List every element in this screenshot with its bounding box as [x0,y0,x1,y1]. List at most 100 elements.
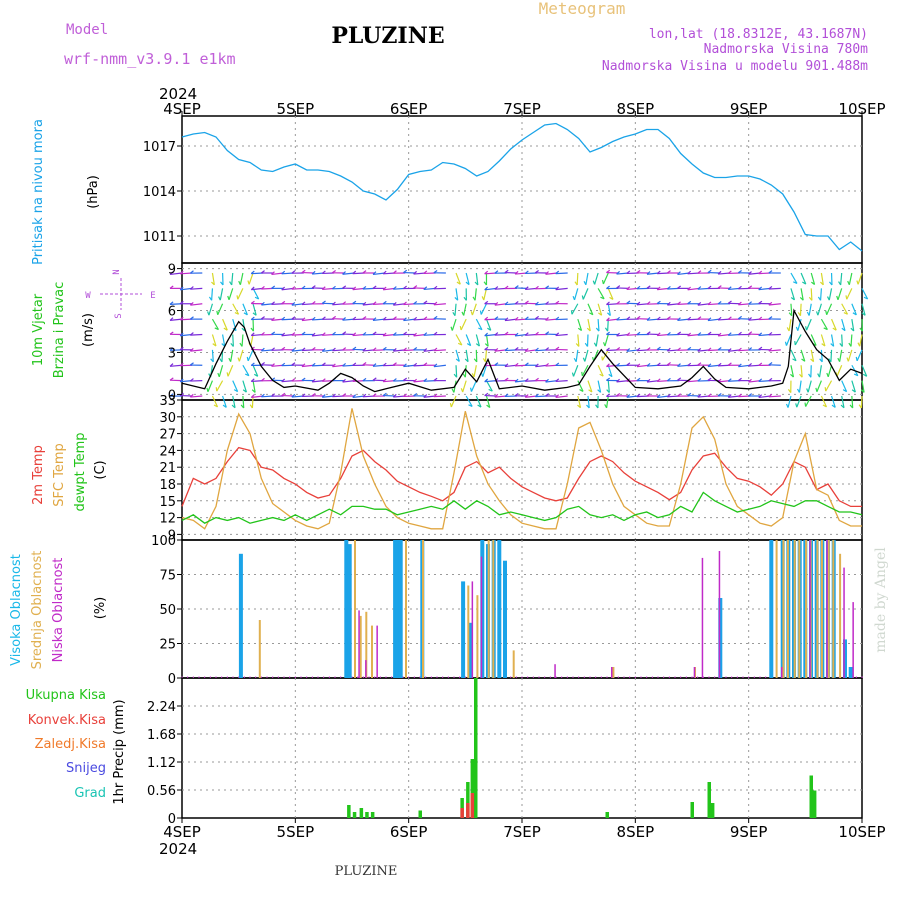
wind-barb [626,333,639,336]
wind-barb-head [666,393,671,398]
wind-barb [827,365,833,377]
wind-barb [464,365,467,378]
wind-barb-head [579,389,584,392]
bar-precip-total [707,782,711,818]
ytick-label-1: 3 [168,346,176,361]
wind-barb-head [169,377,174,381]
wind-barb-head [825,310,828,315]
wind-barb [463,303,467,316]
wind-barb-head [504,347,509,351]
date-top-8SEP: 8SEP [617,100,655,118]
wind-barb [190,333,203,336]
wind-barb-head [342,393,347,397]
wind-barb [227,365,234,377]
wind-barb-head [707,269,712,274]
wind-barb-head [717,270,722,275]
wind-barb-head [484,286,489,291]
bar-precip-total [347,805,351,818]
wind-barb [841,395,845,408]
temp-unit: (C) [93,460,108,479]
wind-barb [261,287,274,290]
wind-barb [251,395,254,409]
wind-barb-head [606,389,610,393]
wind-barb-head [179,286,184,291]
wind-barb-head [857,342,861,347]
wind-barb-head [473,358,478,363]
wind-barb-head [301,269,306,274]
wind-barb-head [433,393,438,398]
wind-barb-head [687,362,692,367]
wind-barb-head [413,392,418,397]
bar-cloud-high [344,540,349,678]
wind-barb-head [768,301,773,306]
wind-barb [485,334,489,347]
wind-barb-head [687,316,692,321]
wind-barb-head [582,357,586,362]
wind-barb-head [555,316,560,321]
wind-barb [555,380,568,383]
wind-barb [790,365,795,378]
wind-barb-head [697,332,702,336]
wind-barb-head [626,316,631,320]
wind-barb-head [616,378,620,383]
wind-barb [232,380,239,392]
wind-barb [208,303,214,316]
wind-barb-head [260,393,265,398]
wind-barb [480,303,488,315]
wind-barb-head [271,317,275,321]
wind-barb-head [707,393,712,397]
wind-barb-head [413,378,417,383]
wind-barb [555,287,568,291]
wind-barb-head [321,332,326,336]
wind-barb-head [253,373,259,377]
wind-barb [190,349,203,352]
wind-barb [485,318,492,331]
wind-barb-head [727,316,732,320]
wind-barb [798,380,802,393]
wind-barb-head [423,332,428,336]
wind-barb [281,318,294,321]
wind-barb [237,288,244,300]
wind-barb-head [574,281,578,286]
wind-barb [485,395,491,408]
wind-barb-head [372,285,377,289]
wind-barb-head [656,332,661,336]
wind-barb [222,318,228,331]
wind-barb-head [433,347,438,352]
wind-barb [597,303,603,316]
wind-barb-head [570,310,573,315]
wind-barb [571,303,579,315]
wind-barb [525,380,538,382]
wind-barb-head [480,372,484,377]
wind-barb [352,272,365,275]
date-bottom-9SEP: 9SEP [730,823,768,841]
wind-barb [677,303,690,305]
wind-barb-head [707,331,712,335]
wind-barb-head [555,378,560,382]
wind-barb-head [189,347,194,352]
wind-barb-head [555,346,560,350]
wind-barb [657,272,670,275]
ytick-label-4: 1.12 [147,756,176,771]
precip-ylabel: 1hr Precip (mm) [112,699,127,804]
wind-barb-head [687,346,692,351]
wind-barb-head [413,285,418,289]
wind-barb [616,364,629,367]
panel-frame-2 [181,399,863,541]
wind-barb [851,319,855,332]
wind-barb-head [281,392,286,397]
wind-barb [232,395,236,408]
wind-barb [473,365,477,378]
wind-barb [573,288,579,301]
wind-barb [216,380,224,392]
wind-barb-head [584,342,589,347]
wind-barb-head [768,362,773,366]
wind-barb-head [748,271,752,275]
wind-barb-head [332,393,336,398]
wind-barb [840,272,843,286]
bar-cloud-mid [476,595,479,678]
wind-barb-head [823,327,828,331]
wind-barb-head [852,312,857,316]
wind-barb [830,318,837,331]
wind-barb [768,303,781,306]
